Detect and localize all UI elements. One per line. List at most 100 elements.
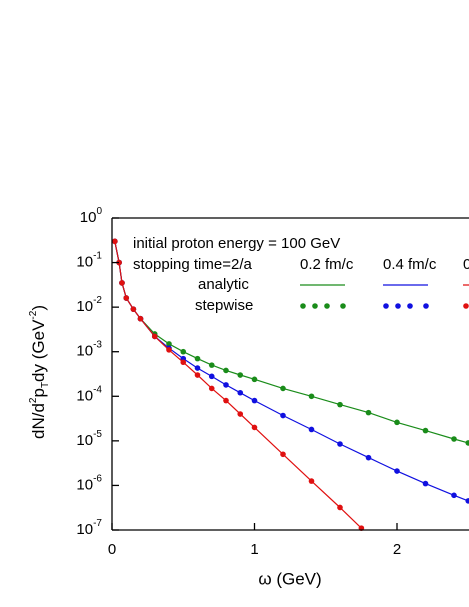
- stepwise-dot: [223, 367, 229, 374]
- y-tick-label: 10-1: [76, 250, 102, 270]
- y-axis-label: dN/d2pTdy (GeV-2): [28, 305, 51, 439]
- annotation: initial proton energy = 100 GeV: [133, 235, 340, 252]
- stepwise-dot: [308, 393, 315, 400]
- y-tick-base: 10: [76, 254, 93, 271]
- stepwise-dot: [337, 504, 343, 511]
- stepwise-dot: [112, 238, 118, 245]
- legend-label: 0.4 fm/c: [383, 256, 437, 273]
- x-tick-label: 0: [108, 541, 116, 558]
- stepwise-dot: [151, 333, 158, 340]
- stepwise-dot: [166, 347, 172, 353]
- x-axis-label: ω (GeV): [258, 569, 321, 588]
- y-tick-base: 10: [76, 521, 93, 538]
- y-tick-base: 10: [76, 387, 93, 404]
- y-label-part: -2: [28, 310, 39, 319]
- stepwise-dot: [116, 259, 122, 266]
- y-tick-base: 10: [76, 298, 93, 315]
- x-tick-label: 1: [250, 541, 258, 558]
- legend-dot: [300, 303, 306, 309]
- y-label-part: dy (GeV: [29, 319, 48, 382]
- stepwise-dot: [251, 424, 258, 431]
- legend-dot: [407, 303, 413, 309]
- stepwise-dot: [337, 401, 343, 408]
- y-tick-exponent: -7: [93, 518, 102, 529]
- stepwise-dot: [208, 362, 215, 368]
- legend-label: 0.2 fm/c: [300, 256, 354, 273]
- x-tick-label: 2: [393, 541, 401, 558]
- y-tick-label: 10-5: [76, 428, 102, 448]
- stepwise-dot: [308, 478, 315, 484]
- legend-row-label: analytic: [198, 276, 249, 293]
- y-tick-base: 10: [76, 432, 93, 449]
- y-label-part: T: [40, 382, 51, 388]
- legend-row-label: stepwise: [195, 297, 253, 314]
- y-tick-exponent: 0: [96, 206, 102, 217]
- stepwise-dot: [194, 365, 201, 371]
- stepwise-dot: [394, 468, 400, 474]
- y-tick-label: 10-6: [76, 473, 102, 493]
- y-tick-base: 10: [76, 476, 93, 493]
- stepwise-dot: [208, 385, 215, 392]
- y-tick-base: 10: [76, 343, 93, 360]
- stepwise-dot: [422, 427, 429, 434]
- stepwise-dot: [308, 426, 315, 433]
- y-tick-label: 100: [80, 206, 103, 226]
- stepwise-dot: [337, 441, 343, 447]
- stepwise-dot: [194, 372, 201, 378]
- stepwise-dot: [166, 341, 172, 347]
- y-tick-exponent: -4: [93, 384, 102, 395]
- stepwise-dot: [180, 348, 187, 355]
- y-tick-exponent: -3: [93, 339, 102, 350]
- y-tick-exponent: -1: [93, 250, 102, 261]
- stepwise-dot: [394, 419, 400, 426]
- stepwise-dot: [223, 382, 229, 388]
- legend-dot: [423, 303, 429, 309]
- stepwise-dot: [251, 376, 258, 383]
- stepwise-dot: [422, 480, 429, 487]
- legend-dot: [383, 303, 389, 309]
- stepwise-dot: [237, 411, 244, 417]
- y-label-part: 2: [28, 397, 39, 403]
- stepwise-dot: [223, 397, 229, 404]
- stepwise-dot: [465, 498, 469, 504]
- stepwise-dot: [137, 315, 144, 322]
- stepwise-dot: [280, 451, 286, 458]
- stepwise-dot: [365, 409, 372, 416]
- y-tick-label: 10-7: [76, 518, 102, 538]
- legend-dot: [312, 303, 318, 309]
- stepwise-dot: [251, 397, 258, 404]
- stepwise-dot: [451, 436, 457, 442]
- y-tick-label: 10-4: [76, 384, 102, 404]
- y-label-part: dN/d: [29, 403, 48, 439]
- plot-area: [112, 238, 469, 531]
- stepwise-dot: [180, 359, 187, 366]
- stepwise-dot: [451, 492, 457, 499]
- stepwise-dot: [123, 295, 130, 301]
- legend-dot: [463, 303, 469, 309]
- y-label-part: p: [29, 388, 48, 397]
- stepwise-dot: [280, 412, 286, 419]
- y-tick-base: 10: [80, 209, 97, 226]
- y-tick-exponent: -5: [93, 428, 102, 439]
- stepwise-dot: [237, 389, 244, 396]
- y-tick-exponent: -2: [93, 295, 102, 306]
- axis-frame: [111, 217, 469, 531]
- y-tick-label: 10-3: [76, 339, 102, 359]
- y-label-part: ): [29, 305, 48, 311]
- y-tick-label: 10-2: [76, 295, 102, 315]
- legend-dot: [395, 303, 401, 309]
- legend-dot: [340, 303, 346, 309]
- legend-dot: [324, 303, 330, 309]
- stepwise-dot: [130, 306, 137, 312]
- y-tick-exponent: -6: [93, 473, 102, 484]
- annotation: stopping time=2/a: [133, 256, 252, 273]
- stepwise-dot: [465, 440, 469, 446]
- stepwise-dot: [208, 373, 215, 380]
- legend-label: 0.8 fm/c: [463, 256, 469, 273]
- stepwise-dot: [194, 355, 201, 362]
- stepwise-dot: [119, 280, 125, 286]
- stepwise-dot: [365, 454, 372, 461]
- stepwise-dot: [280, 385, 286, 392]
